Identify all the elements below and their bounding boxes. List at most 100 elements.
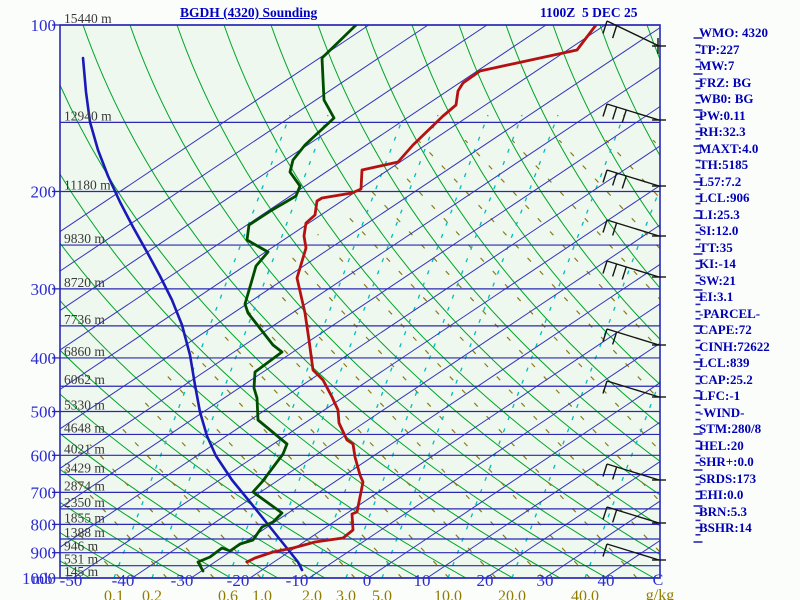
temperature-trace: [245, 25, 598, 564]
axis-label: 300: [31, 280, 57, 299]
info-line: HEL:20: [699, 437, 744, 453]
info-line: SRDS:173: [699, 470, 757, 486]
info-line: EI:3.1: [699, 289, 734, 304]
axis-label: 11180 m: [64, 177, 111, 192]
axis-label: 0.2: [142, 588, 162, 600]
axis-label: 5.0: [372, 588, 392, 600]
axis-label: 3.0: [336, 588, 356, 600]
axis-label: 4648 m: [64, 420, 105, 435]
wind-barbs: [602, 20, 666, 561]
axis-label: 900: [31, 544, 57, 563]
axis-label: -50: [60, 571, 83, 590]
axis-label: 40: [598, 571, 615, 590]
info-line: TT:35: [699, 239, 733, 255]
axis-label: 6860 m: [64, 344, 105, 359]
axis-label: g/kg: [646, 587, 674, 600]
info-panel: WMO: 4320 TP:227 MW:7 FRZ: BG WB0: BG PW:0.11…: [699, 25, 799, 537]
temperature-axis-labels: -50 -40 -30 -20 -10 0 10 20 30 40 C: [60, 571, 664, 590]
info-line: BRN:5.3: [699, 503, 748, 519]
axis-label: 40.0: [571, 588, 599, 600]
axis-label: 0: [363, 571, 372, 590]
info-line: LCL:906: [699, 190, 750, 205]
axis-label: -20: [227, 571, 250, 590]
info-line: EHI:0.0: [699, 487, 744, 502]
axis-label: 7736 m: [64, 312, 105, 327]
axis-label: 9830 m: [64, 231, 105, 246]
info-line: CAP:25.2: [699, 371, 753, 387]
axis-label: mb: [32, 571, 52, 588]
info-line: BSHR:14: [699, 520, 752, 535]
info-line: SI:12.0: [699, 223, 739, 238]
info-line: LFC:-1: [699, 388, 741, 403]
axis-label: 6062 m: [64, 372, 105, 387]
axis-label: 15440 m: [64, 11, 112, 26]
axis-label: 145 m: [64, 564, 99, 579]
axis-label: 1855 m: [64, 510, 105, 525]
axis-label: 1.0: [252, 588, 272, 600]
info-line: LI:25.3: [699, 206, 740, 222]
info-line: CAPE:72: [699, 322, 752, 337]
info-line: TH:5185: [699, 157, 749, 172]
axis-label: 531 m: [64, 552, 99, 567]
isotherms: [60, 25, 660, 578]
axis-label: 12940 m: [64, 108, 112, 123]
axis-label: 30: [537, 571, 554, 590]
axis-label: -40: [112, 571, 135, 590]
plot-background: [60, 25, 660, 578]
axis-label: 20: [477, 571, 494, 590]
axis-label: -30: [171, 571, 194, 590]
info-line: WB0: BG: [699, 91, 754, 106]
axis-label: 2.0: [302, 588, 322, 600]
mixing-ratio-lines: [113, 114, 660, 578]
info-line: LCL:839: [699, 355, 750, 370]
axis-label: 700: [31, 483, 57, 502]
dewpoint-trace: [196, 25, 358, 573]
info-line: STM:280/8: [699, 421, 762, 436]
info-line: PW:0.11: [699, 107, 746, 123]
info-line: -WIND-: [699, 404, 745, 420]
axis-label: 3429 m: [64, 461, 105, 476]
axis-label: 1388 m: [64, 525, 105, 540]
axis-label: 8720 m: [64, 275, 105, 290]
info-line: MAXT:4.0: [699, 140, 759, 156]
info-line: RH:32.3: [699, 124, 746, 139]
axis-label: 100: [31, 16, 57, 35]
axis-label: 800: [31, 515, 57, 534]
info-line: WMO: 4320: [699, 25, 768, 40]
wetbulb-trace: [81, 56, 304, 572]
axis-label: 2350 m: [64, 495, 105, 510]
axis-label: 946 m: [64, 539, 99, 554]
info-line: L57:7.2: [699, 173, 742, 189]
height-scale-ticks: [693, 37, 703, 543]
info-line: MW:7: [699, 58, 735, 73]
page-title: BGDH (4320) Sounding: [180, 5, 318, 20]
info-line: -PARCEL-: [699, 305, 761, 321]
info-line: SHR+:0.0: [699, 454, 754, 469]
axis-label: 20.0: [498, 588, 526, 600]
axis-label: 600: [31, 446, 57, 465]
axis-label: 200: [31, 182, 57, 201]
info-line: TP:227: [699, 41, 740, 57]
axis-label: 4021 m: [64, 441, 105, 456]
axis-label: 500: [31, 403, 57, 422]
plot-border: [59, 24, 661, 579]
axis-label: 1000: [22, 569, 56, 588]
axis-label: 2874 m: [64, 478, 105, 493]
axis-label: 0.1: [104, 588, 124, 600]
mixing-ratio-axis-labels: 0.1 0.2 0.6 1.0 2.0 3.0 5.0 10.0 20.0 40.0 g/kg: [104, 587, 674, 600]
axis-label: 5330 m: [64, 398, 105, 413]
info-line: CINH:72622: [699, 338, 770, 354]
axis-label: 10.0: [434, 588, 462, 600]
axis-label: -10: [286, 571, 309, 590]
axis-label: C: [653, 572, 664, 589]
height-labels: 15440 m 12940 m 11180 m 9830 m 8720 m 7736 m 6…: [64, 11, 112, 579]
chart-datetime: 1100Z 5 DEC 25: [540, 5, 638, 20]
axis-label: 0.6: [218, 588, 238, 600]
axis-label: 400: [31, 349, 57, 368]
info-line: FRZ: BG: [699, 74, 752, 90]
info-line: KI:-14: [699, 256, 736, 271]
axis-label: 10: [414, 571, 431, 590]
info-line: SW:21: [699, 272, 736, 288]
